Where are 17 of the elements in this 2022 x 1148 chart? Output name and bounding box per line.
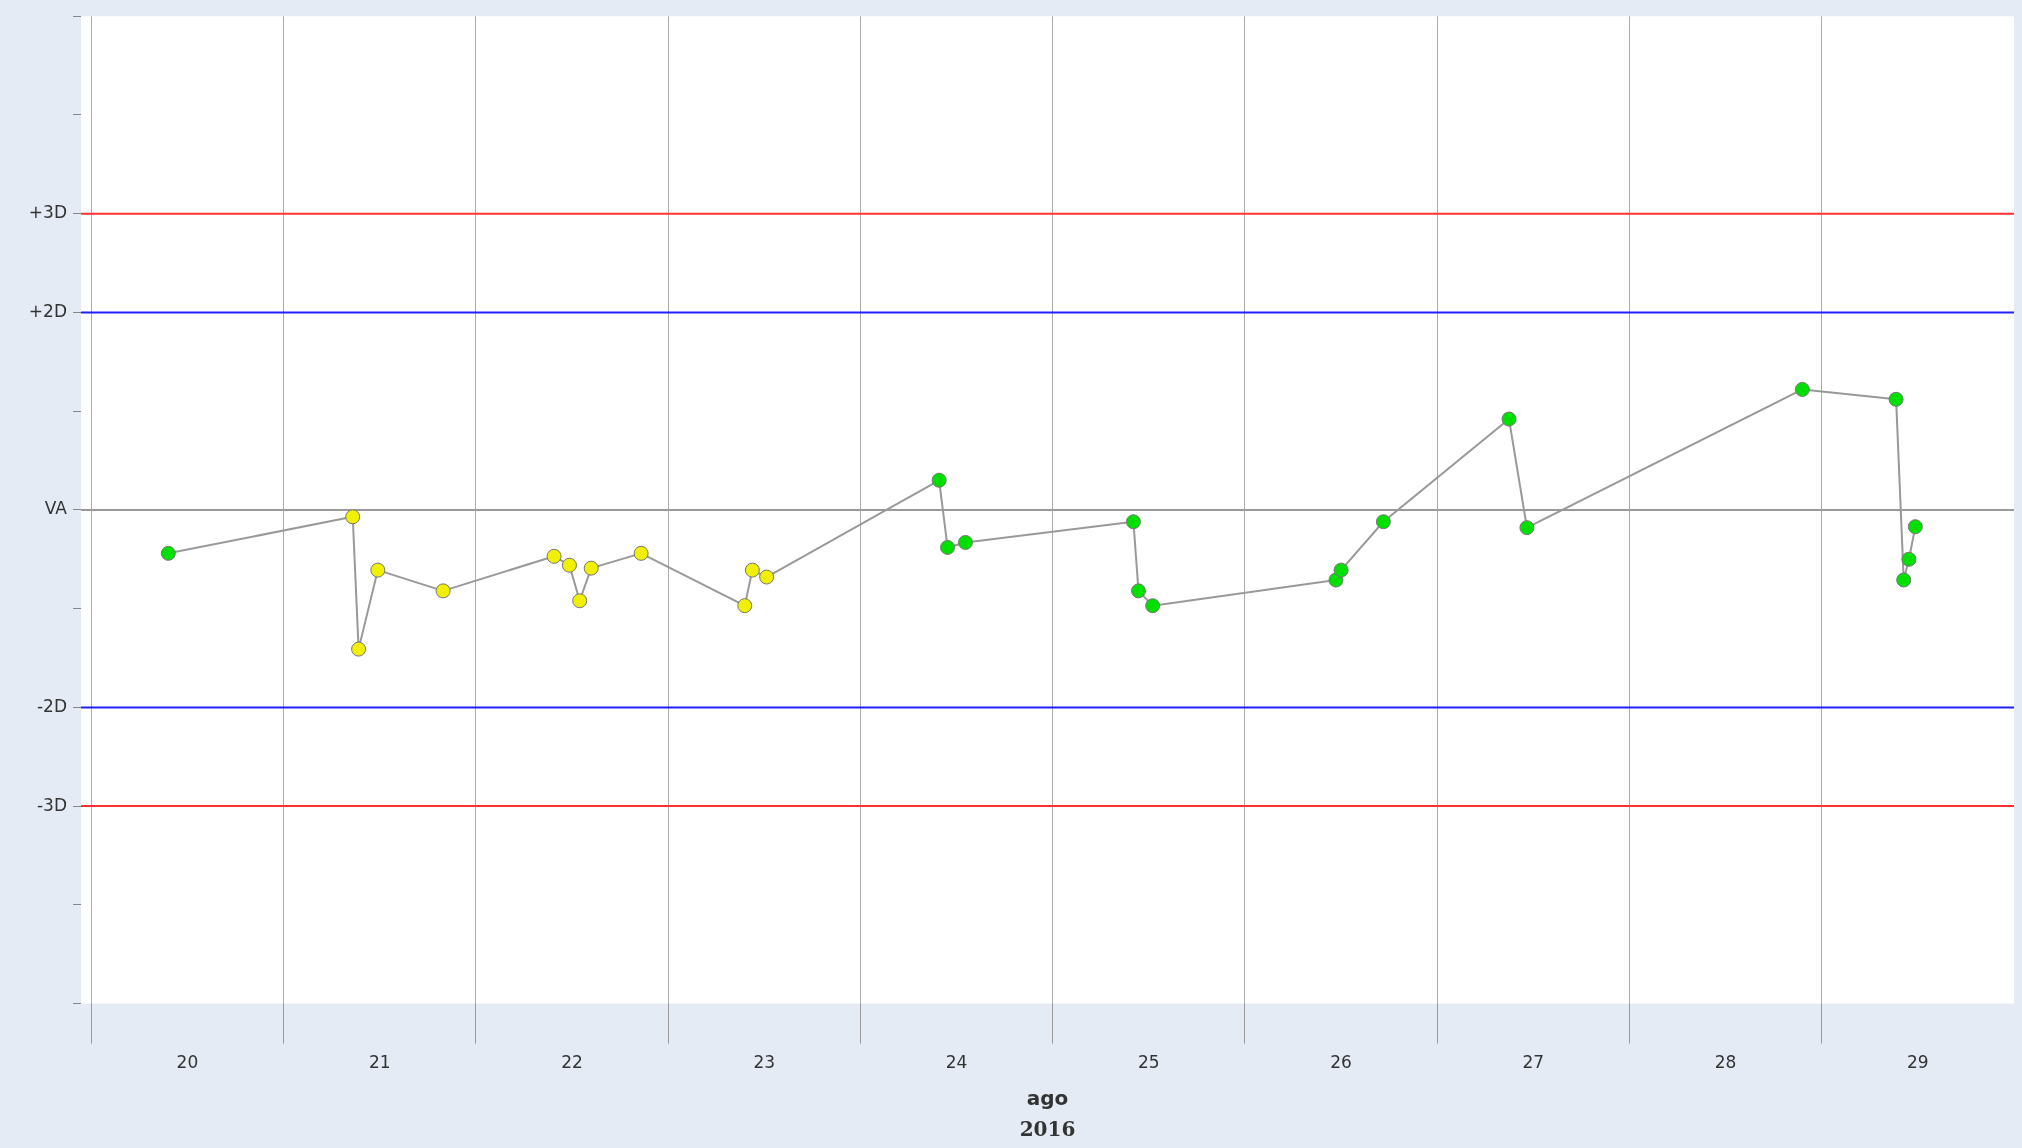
x-tick-label: 28 [1714, 1052, 1737, 1073]
y-tick-label: +2D [28, 300, 67, 321]
x-tick-label: 26 [1330, 1052, 1352, 1073]
y-tick-label: +3D [28, 202, 67, 223]
x-tick-label: 22 [561, 1052, 583, 1073]
x-tick-label: 21 [368, 1052, 391, 1073]
x-tick-label: 27 [1522, 1052, 1545, 1073]
x-tick-label: 20 [176, 1052, 199, 1073]
y-tick-label: VA [44, 498, 68, 519]
y-tick-label: -3D [36, 794, 67, 815]
x-tick-label: 24 [945, 1052, 968, 1073]
text: 2016 [1019, 1117, 1076, 1141]
x-tick-label: 29 [1907, 1052, 1929, 1073]
x-tick-label: 25 [1137, 1052, 1160, 1073]
y-tick-label: -2D [36, 695, 67, 716]
x-axis-title: ago [1026, 1086, 1069, 1111]
x-tick-label: 23 [753, 1052, 776, 1073]
